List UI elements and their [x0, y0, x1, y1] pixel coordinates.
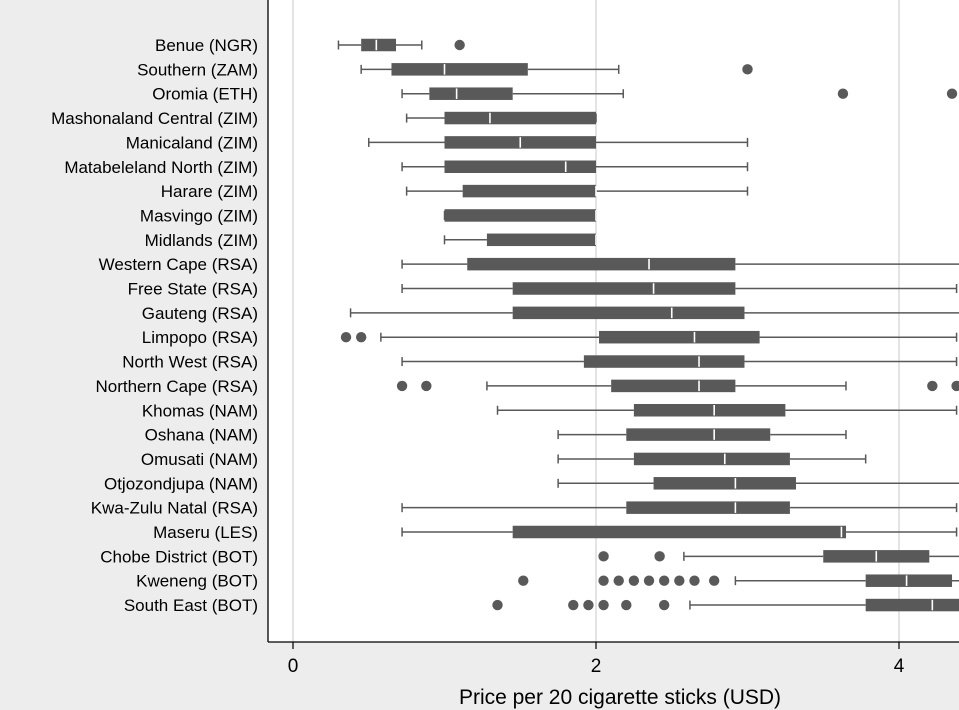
box — [361, 38, 397, 52]
outlier-point — [643, 575, 655, 586]
outlier-point — [568, 599, 579, 611]
category-label: Chobe District (BOT) — [100, 547, 258, 566]
outlier-point — [628, 575, 640, 586]
outlier-point — [742, 64, 753, 75]
box — [626, 501, 790, 514]
outlier-point — [598, 599, 609, 611]
category-label: Kweneng (BOT) — [136, 572, 258, 591]
outlier-point — [518, 575, 529, 586]
outlier-point — [583, 599, 594, 611]
outlier-point — [708, 575, 720, 586]
box — [611, 379, 736, 393]
outlier-point — [621, 599, 632, 611]
category-label: Khomas (NAM) — [142, 401, 258, 420]
category-label: Limpopo (RSA) — [142, 328, 258, 347]
box — [633, 404, 786, 417]
category-label: Western Cape (RSA) — [99, 255, 258, 274]
category-label: Mashonaland Central (ZIM) — [51, 109, 258, 128]
outlier-point — [946, 88, 958, 99]
category-label: Masvingo (ZIM) — [140, 206, 258, 225]
x-tick-label: 0 — [288, 656, 299, 677]
category-label: Benue (NGR) — [155, 36, 258, 55]
outlier-point — [654, 551, 665, 562]
box — [865, 598, 959, 612]
category-label: Midlands (ZIM) — [145, 231, 258, 250]
category-label: Harare (ZIM) — [161, 182, 258, 201]
outlier-point — [421, 380, 432, 392]
x-axis-title: Price per 20 cigarette sticks (USD) — [459, 686, 781, 709]
box — [486, 233, 596, 247]
category-label: Otjozondjupa (NAM) — [104, 474, 258, 493]
x-tick-label: 4 — [894, 656, 905, 677]
outlier-point — [598, 575, 609, 586]
category-label: Maseru (LES) — [153, 523, 258, 542]
box — [626, 428, 771, 441]
outlier-point — [340, 332, 352, 343]
category-label: Oshana (NAM) — [145, 426, 258, 445]
plot-background — [268, 0, 959, 642]
outlier-point — [674, 575, 685, 586]
outlier-point — [658, 599, 670, 611]
category-label: Matabeleland North (ZIM) — [64, 158, 258, 177]
category-label: Northern Cape (RSA) — [95, 377, 258, 396]
outlier-point — [951, 380, 959, 392]
box — [462, 184, 596, 198]
box — [391, 63, 528, 76]
outliers — [340, 39, 959, 611]
box — [653, 477, 796, 490]
outlier-point — [658, 575, 670, 586]
box — [467, 257, 736, 271]
outlier-point — [454, 39, 465, 51]
category-label: Gauteng (RSA) — [142, 304, 258, 323]
outlier-point — [613, 575, 624, 586]
box — [444, 209, 596, 222]
box — [512, 282, 736, 295]
box — [512, 306, 745, 320]
category-label: North West (RSA) — [122, 353, 258, 372]
box — [429, 87, 513, 100]
outlier-point — [598, 551, 609, 562]
boxes — [337, 38, 959, 612]
outlier-point — [355, 332, 367, 343]
category-label: Free State (RSA) — [128, 280, 258, 299]
category-label: Manicaland (ZIM) — [126, 133, 258, 152]
outlier-point — [837, 88, 849, 99]
outlier-point — [396, 380, 408, 392]
box — [599, 330, 760, 344]
category-label: South East (BOT) — [124, 596, 258, 615]
category-label: Kwa-Zulu Natal (RSA) — [91, 499, 258, 518]
box — [444, 160, 596, 173]
category-labels: Benue (NGR) Southern (ZAM) Oromia (ETH) Mas… — [51, 36, 258, 615]
box — [633, 452, 790, 466]
box — [444, 111, 596, 125]
box — [865, 574, 953, 587]
box — [512, 525, 846, 539]
outlier-point — [689, 575, 700, 586]
outlier-point — [927, 380, 938, 392]
box — [583, 355, 745, 368]
x-ticks: 02468 — [288, 642, 905, 677]
category-label: Omusati (NAM) — [141, 450, 258, 469]
outlier-point — [492, 599, 503, 611]
category-label: Oromia (ETH) — [152, 85, 258, 104]
x-tick-label: 2 — [591, 656, 602, 677]
category-label: Southern (ZAM) — [137, 60, 258, 79]
